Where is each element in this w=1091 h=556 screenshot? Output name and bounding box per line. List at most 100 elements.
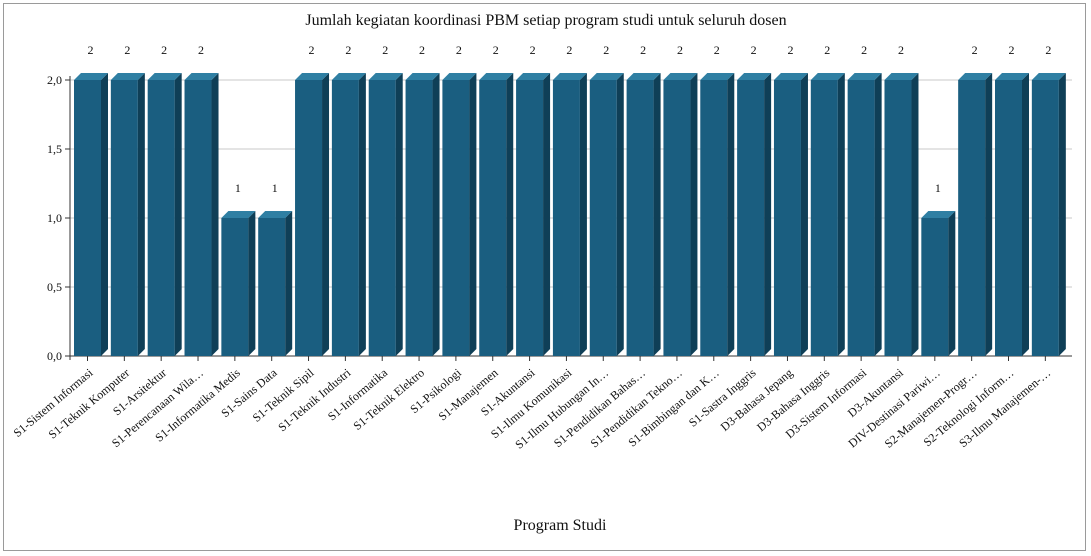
bar [1031,80,1059,356]
data-label: 2 [1045,43,1051,57]
bar-side [764,73,772,356]
bar [737,80,765,356]
bar-top [847,73,882,80]
bar-top [589,73,624,80]
bar-side [174,73,182,356]
bar-side [690,73,698,356]
bar [442,80,470,356]
bar-side [137,73,145,356]
bar-top [773,73,808,80]
bar-side [727,73,735,356]
bar-side [469,73,477,356]
data-label: 1 [272,181,278,195]
bar-side [800,73,808,356]
bar [958,80,986,356]
bar-top [479,73,514,80]
bar-top [737,73,772,80]
bar-top [110,73,145,80]
bar-side [948,211,956,356]
bar [884,80,912,356]
bar-top [74,73,108,80]
bar [258,218,286,356]
bar [74,80,101,356]
bar-side [506,73,514,356]
data-label: 2 [124,43,130,57]
bar-top [258,211,293,218]
bar [552,80,580,356]
data-label: 2 [714,43,720,57]
bar-top [884,73,919,80]
bar-top [331,73,366,80]
bar-chart: Jumlah kegiatan koordinasi PBM setiap pr… [11,12,1072,534]
data-label: 2 [898,43,904,57]
data-label: 2 [419,43,425,57]
y-tick-label: 1,5 [47,142,62,156]
data-label: 2 [382,43,388,57]
bar-top [295,73,330,80]
bar [810,80,838,356]
bar-top [184,73,219,80]
data-label: 2 [972,43,978,57]
y-axis: 0,0 0,5 1,0 1,5 2,0 [47,73,71,363]
data-label: 2 [861,43,867,57]
bar-top [221,211,256,218]
data-label: 2 [456,43,462,57]
data-labels: 2 2 2 2 1 1 2 2 2 2 2 2 2 2 2 2 2 2 2 2 2 2 2 1 2 2 2 [88,43,1052,195]
data-label: 1 [235,181,241,195]
data-label: 2 [88,43,94,57]
data-label: 2 [309,43,315,57]
data-label: 2 [603,43,609,57]
data-label: 2 [161,43,167,57]
bar-top [516,73,551,80]
data-label: 1 [935,181,941,195]
y-tick-label: 0,0 [47,349,62,363]
data-label: 2 [530,43,536,57]
bar [479,80,507,356]
bar [921,218,949,356]
bar [295,80,323,356]
bar-side [395,73,403,356]
bar-top [626,73,661,80]
bar-top [147,73,182,80]
y-tick-label: 2,0 [47,73,62,87]
bar-side [358,73,366,356]
bar [626,80,654,356]
bar [847,80,875,356]
bar-side [837,73,845,356]
data-label: 2 [345,43,351,57]
data-label: 2 [787,43,793,57]
bar-side [432,73,440,356]
bar [110,80,138,356]
bars [74,73,1066,356]
data-label: 2 [677,43,683,57]
data-label: 2 [566,43,572,57]
bar-top [405,73,440,80]
bar [589,80,617,356]
y-tick-label: 0,5 [47,280,62,294]
bar [700,80,728,356]
bar [331,80,359,356]
data-label: 2 [1009,43,1015,57]
bar-top [368,73,403,80]
bar-side [543,73,551,356]
bar-side [653,73,661,356]
bar-side [101,73,108,356]
bar-side [616,73,624,356]
bar-top [663,73,698,80]
data-label: 2 [640,43,646,57]
bar [995,80,1022,356]
x-axis-title: Program Studi [514,517,607,534]
bar-side [874,73,882,356]
bar-side [579,73,587,356]
bar-side [248,211,256,356]
data-label: 2 [751,43,757,57]
data-label: 2 [198,43,204,57]
bar [516,80,544,356]
bar-side [322,73,330,356]
bar [147,80,175,356]
bar-top [442,73,477,80]
bar-top [700,73,735,80]
bar-side [911,73,919,356]
data-label: 2 [493,43,499,57]
